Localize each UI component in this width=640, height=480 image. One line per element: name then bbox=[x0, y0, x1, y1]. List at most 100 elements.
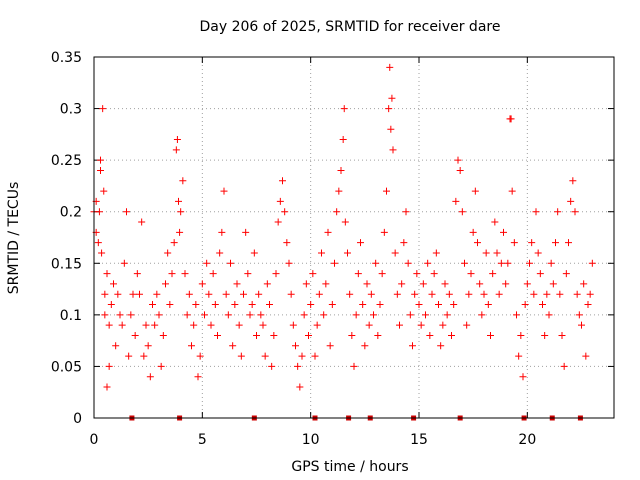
data-point bbox=[465, 290, 473, 298]
data-point bbox=[497, 259, 505, 267]
data-point bbox=[562, 270, 570, 278]
data-point bbox=[179, 177, 187, 185]
data-point bbox=[315, 290, 323, 298]
data-point bbox=[439, 321, 447, 329]
data-point bbox=[300, 311, 308, 319]
data-point bbox=[543, 290, 551, 298]
data-point bbox=[118, 321, 126, 329]
data-point bbox=[536, 270, 544, 278]
data-point bbox=[140, 352, 148, 360]
data-point bbox=[340, 105, 348, 113]
x-tick-label: 10 bbox=[302, 432, 320, 448]
data-point bbox=[318, 249, 325, 257]
data-point bbox=[487, 331, 494, 339]
data-point bbox=[289, 321, 297, 329]
data-point bbox=[296, 383, 304, 391]
data-point bbox=[389, 146, 397, 154]
data-point bbox=[237, 352, 245, 360]
data-point bbox=[188, 342, 195, 350]
data-point bbox=[491, 218, 499, 226]
data-point bbox=[116, 311, 124, 319]
data-point bbox=[125, 352, 133, 360]
data-point bbox=[372, 259, 380, 267]
data-point bbox=[344, 249, 351, 257]
data-point bbox=[235, 321, 243, 329]
data-point bbox=[120, 259, 128, 267]
data-point bbox=[138, 218, 146, 226]
data-point bbox=[437, 342, 445, 350]
data-point bbox=[322, 280, 330, 288]
y-tick-label: 0.35 bbox=[51, 50, 82, 66]
data-point bbox=[281, 208, 289, 216]
data-point bbox=[348, 331, 356, 339]
data-point bbox=[218, 228, 226, 236]
data-point bbox=[162, 280, 169, 288]
data-point bbox=[177, 208, 185, 216]
data-point bbox=[361, 342, 369, 350]
data-point bbox=[502, 280, 510, 288]
data-point bbox=[107, 301, 115, 309]
data-point bbox=[458, 208, 466, 216]
data-point bbox=[461, 259, 468, 267]
data-point bbox=[426, 331, 434, 339]
data-point bbox=[569, 177, 577, 185]
data-point bbox=[508, 187, 516, 195]
data-point bbox=[588, 259, 596, 267]
data-point bbox=[402, 208, 410, 216]
data-point bbox=[98, 249, 106, 257]
data-point bbox=[127, 311, 135, 319]
data-point bbox=[198, 280, 206, 288]
data-point bbox=[246, 311, 254, 319]
data-point bbox=[285, 259, 293, 267]
data-point bbox=[157, 362, 165, 370]
points-layer bbox=[90, 63, 596, 391]
data-point bbox=[493, 249, 501, 257]
data-point bbox=[105, 321, 113, 329]
data-point bbox=[359, 301, 367, 309]
y-tick-label: 0.3 bbox=[60, 102, 82, 118]
data-point bbox=[324, 228, 332, 236]
data-point bbox=[333, 208, 341, 216]
data-point bbox=[383, 187, 390, 195]
data-point bbox=[259, 321, 267, 329]
data-point bbox=[320, 311, 328, 319]
data-point bbox=[422, 311, 429, 319]
data-point bbox=[240, 290, 247, 298]
data-point bbox=[105, 362, 113, 370]
data-point bbox=[391, 249, 399, 257]
y-tick-label: 0.1 bbox=[60, 308, 82, 324]
data-point bbox=[97, 166, 104, 174]
data-point bbox=[554, 208, 562, 216]
data-point bbox=[276, 197, 284, 205]
data-point bbox=[463, 321, 471, 329]
data-point bbox=[528, 239, 536, 247]
data-point bbox=[396, 321, 403, 329]
ticks-layer: 0 0.05 0.1 0.15 0.2 0.25 0.3 0.35 0 5 10 15 20 bbox=[51, 50, 614, 448]
data-point bbox=[350, 362, 358, 370]
data-point bbox=[309, 270, 317, 278]
data-point bbox=[387, 125, 395, 133]
data-point bbox=[367, 290, 375, 298]
data-point bbox=[573, 290, 581, 298]
plot-frame bbox=[93, 56, 615, 419]
data-point bbox=[201, 311, 208, 319]
data-point bbox=[507, 115, 515, 123]
data-point bbox=[515, 352, 523, 360]
x-tick-label: 5 bbox=[198, 432, 207, 448]
data-point bbox=[263, 280, 271, 288]
data-point bbox=[268, 362, 276, 370]
data-point bbox=[393, 290, 401, 298]
data-point bbox=[183, 311, 191, 319]
data-point bbox=[521, 301, 529, 309]
data-point bbox=[582, 352, 590, 360]
data-point bbox=[519, 373, 527, 381]
data-point bbox=[227, 259, 234, 267]
data-point bbox=[190, 321, 198, 329]
data-point bbox=[176, 228, 184, 236]
y-tick-label: 0.15 bbox=[51, 256, 82, 272]
data-point bbox=[196, 352, 204, 360]
data-point bbox=[388, 94, 396, 102]
data-point bbox=[287, 290, 295, 298]
data-point bbox=[346, 290, 354, 298]
